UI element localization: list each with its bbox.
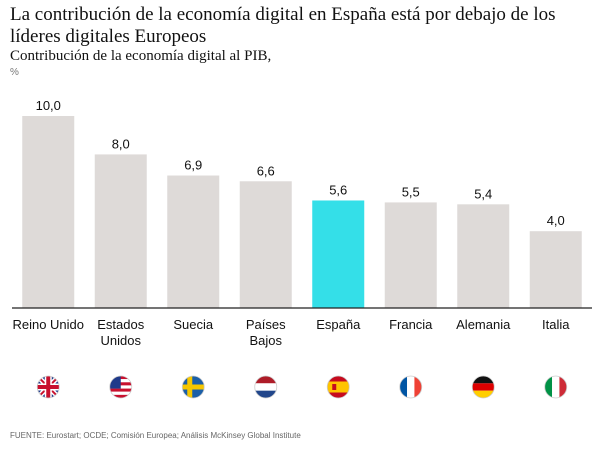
source-note: FUENTE: Eurostart; OCDE; Comisión Europe… <box>10 431 301 440</box>
france-flag-icon <box>399 375 423 399</box>
bar <box>529 231 582 308</box>
netherlands-flag-icon <box>254 375 278 399</box>
chart-subtitle: Contribución de la economía digital al P… <box>10 48 272 64</box>
category-label: Suecia <box>173 317 214 332</box>
value-label: 5,4 <box>474 186 492 201</box>
category-label: Alemania <box>456 317 511 332</box>
usa-flag-icon <box>109 375 133 399</box>
bar <box>384 202 437 308</box>
unit-label: % <box>10 67 19 78</box>
category-label: Francia <box>389 317 433 332</box>
chart-title: La contribución de la economía digital e… <box>10 4 556 47</box>
value-label: 5,5 <box>402 184 420 199</box>
category-label: Italia <box>542 317 570 332</box>
category-label: Reino Unido <box>12 317 84 332</box>
spain-flag-icon <box>326 375 350 399</box>
value-label: 6,9 <box>184 158 202 173</box>
sweden-flag-icon <box>181 375 205 399</box>
bar <box>22 116 75 308</box>
value-label: 4,0 <box>547 213 565 228</box>
bar <box>312 200 365 308</box>
bar <box>239 181 292 308</box>
category-label: Países Bajos <box>246 317 286 348</box>
bar <box>457 204 510 308</box>
value-label: 10,0 <box>36 98 61 113</box>
value-label: 5,6 <box>329 182 347 197</box>
value-label: 6,6 <box>257 163 275 178</box>
italy-flag-icon <box>544 375 568 399</box>
uk-flag-icon <box>36 375 60 399</box>
category-label: Estados Unidos <box>97 317 144 348</box>
germany-flag-icon <box>471 375 495 399</box>
bar <box>167 175 220 308</box>
value-label: 8,0 <box>112 136 130 151</box>
bar <box>94 154 147 308</box>
category-label: España <box>316 317 361 332</box>
